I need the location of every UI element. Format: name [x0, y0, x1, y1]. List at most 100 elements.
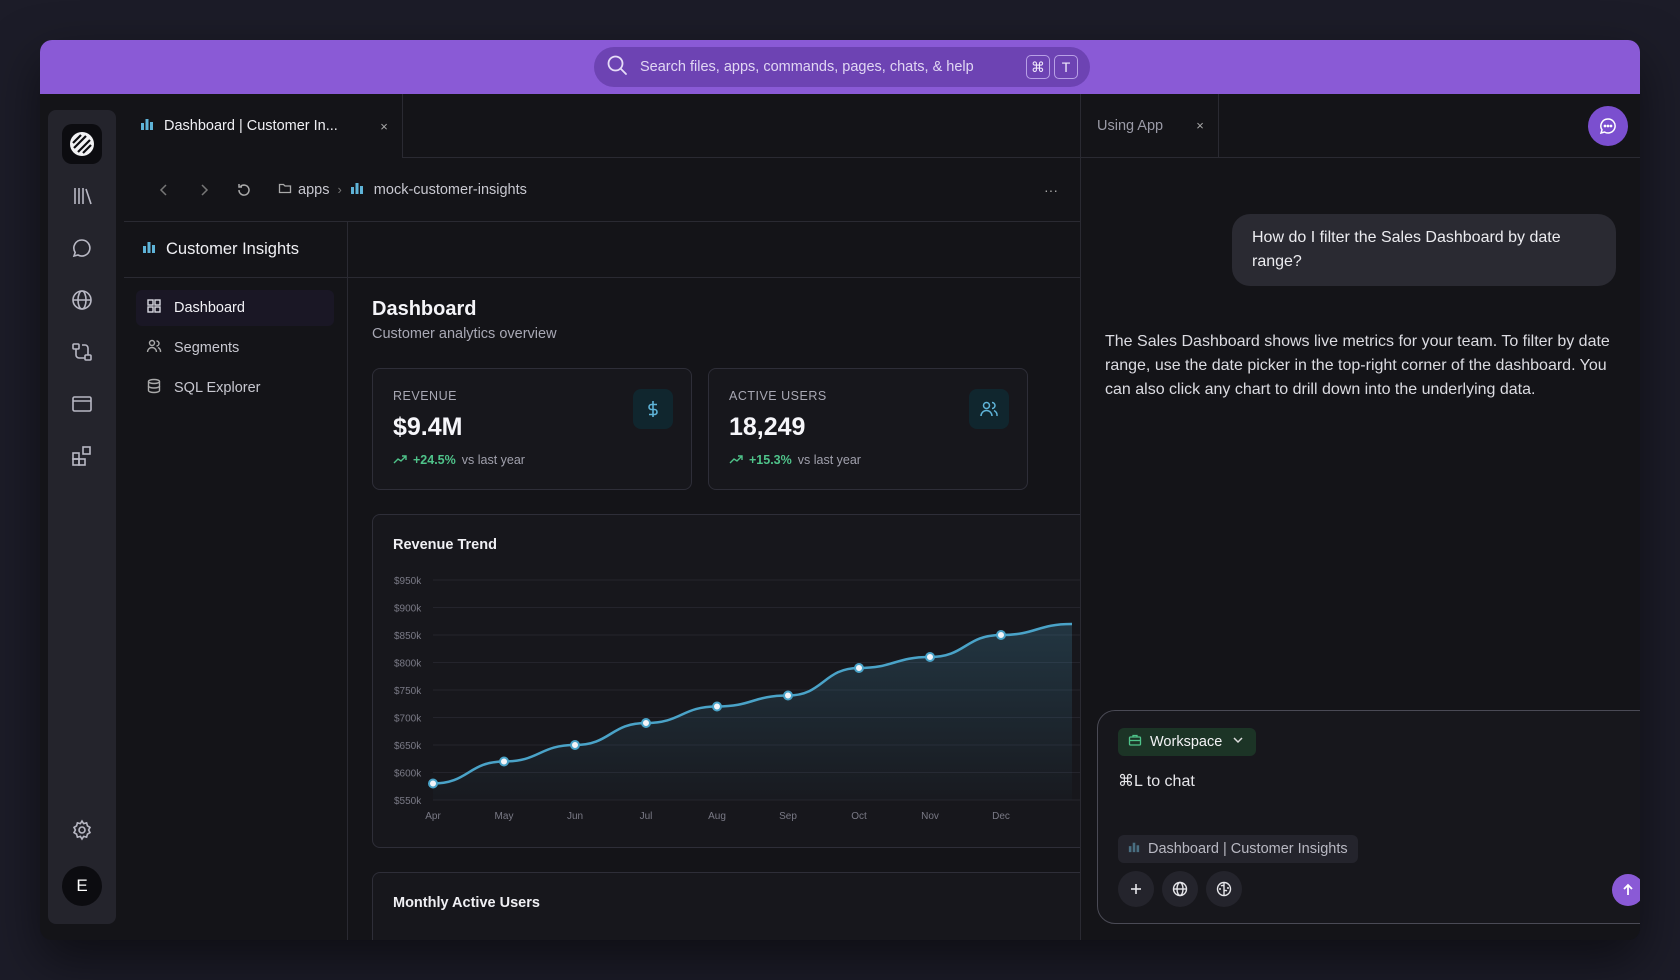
grid-icon [146, 298, 162, 318]
app-title: Customer Insights [166, 240, 299, 258]
stat-value: $9.4M [393, 413, 463, 441]
reasoning-button[interactable] [1206, 871, 1242, 907]
stat-label: ACTIVE USERS [729, 389, 827, 403]
data-point[interactable] [499, 756, 509, 767]
browser-icon[interactable] [62, 384, 102, 424]
app-header: Customer Insights [124, 222, 347, 278]
stat-change: +24.5% vs last year [393, 453, 525, 467]
monthly-active-users-card: Monthly Active Users [372, 872, 1080, 940]
page-subtitle: Customer analytics overview [372, 326, 557, 342]
y-tick-label: $950k [394, 576, 422, 587]
chat-composer: Workspace ⌘L to chat Dashboard | Custome… [1097, 710, 1640, 924]
tab-dashboard[interactable]: Dashboard | Customer In... × [124, 94, 403, 158]
globe-icon[interactable] [62, 280, 102, 320]
data-point[interactable] [641, 718, 651, 728]
stat-change-percent: +15.3% [749, 453, 792, 467]
y-tick-label: $550k [394, 796, 422, 807]
tab-close-button[interactable]: × [1196, 118, 1204, 133]
workflow-icon[interactable] [62, 332, 102, 372]
x-tick-label: Dec [992, 811, 1010, 822]
data-point[interactable] [783, 690, 793, 701]
main-pane: Dashboard | Customer In... × apps › [124, 94, 1080, 940]
x-tick-label: Aug [708, 811, 726, 822]
tab-title: Using App [1097, 117, 1164, 134]
top-bar: Search files, apps, commands, pages, cha… [40, 40, 1640, 94]
stat-label: REVENUE [393, 389, 457, 403]
users-icon [146, 338, 162, 358]
database-icon [146, 378, 162, 398]
stat-card-revenue[interactable]: REVENUE $9.4M +24.5% vs last year [372, 368, 692, 490]
chart-title: Monthly Active Users [393, 895, 540, 911]
bar-chart-icon [140, 117, 154, 136]
reload-button[interactable] [224, 182, 264, 198]
data-point[interactable] [996, 630, 1006, 640]
app-window: Search files, apps, commands, pages, cha… [40, 40, 1640, 940]
workspace-label: Workspace [1150, 734, 1223, 750]
settings-icon[interactable] [62, 810, 102, 850]
trend-up-icon [729, 453, 743, 467]
page-title: Dashboard [372, 298, 477, 320]
more-options-button[interactable]: ··· [1044, 181, 1058, 198]
y-tick-label: $900k [394, 604, 422, 615]
back-button[interactable] [144, 183, 184, 197]
forward-button[interactable] [184, 183, 224, 197]
user-avatar[interactable]: E [62, 866, 102, 906]
apps-icon[interactable] [62, 436, 102, 476]
add-attachment-button[interactable] [1118, 871, 1154, 907]
chat-bubble-icon [1599, 118, 1616, 135]
chat-input[interactable]: ⌘L to chat [1118, 773, 1195, 790]
sidebar-item-dashboard[interactable]: Dashboard [136, 290, 334, 326]
revenue-area [433, 624, 1072, 800]
tab-bar: Dashboard | Customer In... × [124, 94, 1080, 158]
x-tick-label: Sep [779, 811, 797, 822]
global-search[interactable]: Search files, apps, commands, pages, cha… [594, 47, 1090, 87]
users-icon [969, 389, 1009, 429]
data-point[interactable] [570, 740, 580, 750]
bar-chart-icon [142, 240, 156, 259]
data-point[interactable] [428, 778, 438, 789]
data-point[interactable] [712, 701, 722, 712]
shortcut-key-t: T [1054, 55, 1078, 79]
app-sidebar: Customer Insights Dashboard Segments SQL… [124, 222, 348, 940]
y-tick-label: $800k [394, 659, 422, 670]
y-tick-label: $650k [394, 741, 422, 752]
nav-bar: apps › mock-customer-insights ··· [124, 158, 1080, 222]
sidebar-item-label: SQL Explorer [174, 380, 261, 396]
chat-icon[interactable] [62, 228, 102, 268]
chat-toggle-button[interactable] [1588, 106, 1628, 146]
logo-icon[interactable] [62, 124, 102, 164]
data-point[interactable] [925, 652, 935, 662]
library-icon[interactable] [62, 176, 102, 216]
x-tick-label: Apr [425, 811, 441, 822]
data-point[interactable] [854, 663, 864, 673]
chevron-down-icon [1232, 734, 1244, 750]
revenue-trend-chart[interactable]: $550k $600k $650k $700k $750k $800k $850k $900k… [373, 515, 1080, 849]
sidebar-item-label: Dashboard [174, 300, 245, 316]
web-search-button[interactable] [1162, 871, 1198, 907]
stat-value: 18,249 [729, 413, 806, 441]
context-chip[interactable]: Dashboard | Customer Insights [1118, 835, 1358, 863]
sidebar-item-label: Segments [174, 340, 240, 356]
chevron-right-icon: › [337, 182, 342, 197]
workspace-selector[interactable]: Workspace [1118, 728, 1257, 756]
breadcrumb-app[interactable]: mock-customer-insights [373, 181, 527, 198]
send-button[interactable] [1612, 874, 1640, 906]
sidebar-item-sql-explorer[interactable]: SQL Explorer [136, 370, 334, 406]
x-tick-label: Jun [567, 811, 583, 822]
tab-close-button[interactable]: × [380, 118, 388, 134]
tab-using-app[interactable]: Using App × [1081, 94, 1219, 158]
folder-icon [278, 181, 292, 199]
y-tick-label: $750k [394, 686, 422, 697]
revenue-line [432, 622, 1073, 785]
tab-divider [1219, 157, 1640, 158]
stat-change-compare: vs last year [461, 453, 525, 467]
sidebar-item-segments[interactable]: Segments [136, 330, 334, 366]
dollar-icon [633, 389, 673, 429]
trend-up-icon [393, 453, 407, 467]
breadcrumb-apps[interactable]: apps [298, 181, 330, 198]
arrow-up-icon [1623, 883, 1633, 895]
search-placeholder: Search files, apps, commands, pages, cha… [640, 59, 974, 75]
assistant-message: The Sales Dashboard shows live metrics f… [1105, 333, 1610, 398]
dashboard-content: Dashboard Customer analytics overview RE… [348, 222, 1080, 940]
stat-card-active-users[interactable]: ACTIVE USERS 18,249 +15.3% vs last year [708, 368, 1028, 490]
